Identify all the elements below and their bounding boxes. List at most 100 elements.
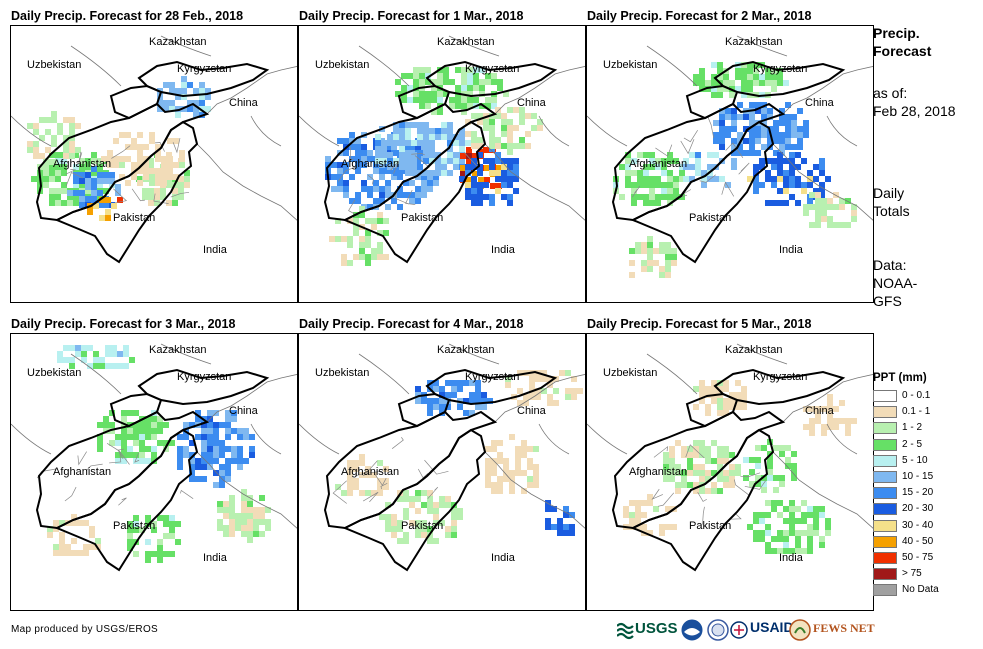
legend-swatch <box>873 438 897 451</box>
legend-label: 0 - 0.1 <box>902 390 931 401</box>
legend-swatch <box>873 390 897 402</box>
precip-field <box>27 76 211 221</box>
tajikistan-border <box>397 84 451 120</box>
kyrgyzstan-border <box>137 60 270 98</box>
precip-field <box>623 380 857 554</box>
map-label-china: China <box>229 405 258 417</box>
legend-swatch <box>873 422 897 435</box>
map-label-china: China <box>517 405 546 417</box>
legend-swatch <box>873 584 897 597</box>
map-label-kyrgyzstan: Kyrgyzstan <box>177 63 232 75</box>
map-label-pakistan: Pakistan <box>401 520 444 532</box>
usgs-logo-text: USGS <box>635 620 678 637</box>
tajikistan-border <box>685 84 739 120</box>
map-label-pakistan: Pakistan <box>689 520 732 532</box>
map-label-afghanistan: Afghanistan <box>629 158 688 170</box>
map-label-india: India <box>779 244 803 256</box>
map-label-afghanistan: Afghanistan <box>341 466 400 478</box>
kyrgyzstan-border <box>425 368 558 406</box>
legend-label: 15 - 20 <box>902 487 934 499</box>
map-canvas <box>587 35 873 278</box>
map-label-afghanistan: Afghanistan <box>341 158 400 170</box>
legend-label: 10 - 15 <box>902 471 934 482</box>
legend-label: 40 - 50 <box>902 535 934 547</box>
sidebar-data-line2: NOAA- <box>873 275 918 291</box>
tajikistan-border <box>109 392 163 428</box>
pakistan-border <box>54 428 199 572</box>
map-label-kazakhstan: Kazakhstan <box>437 344 495 356</box>
map-label-kazakhstan: Kazakhstan <box>149 344 207 356</box>
pakistan-border <box>342 428 487 572</box>
panel-title-6: Daily Precip. Forecast for 5 Mar., 2018 <box>587 317 812 331</box>
map-canvas <box>11 35 297 264</box>
map-label-kyrgyzstan: Kyrgyzstan <box>753 371 808 383</box>
sidebar-title: Precip. Forecast <box>873 24 931 60</box>
legend-label: 2 - 5 <box>902 438 923 450</box>
map-label-uzbekistan: Uzbekistan <box>27 59 82 71</box>
map-canvas <box>587 343 873 572</box>
panel-title-1: Daily Precip. Forecast for 28 Feb., 2018 <box>11 9 244 23</box>
usaid-logo: USAID <box>730 616 794 644</box>
map-label-uzbekistan: Uzbekistan <box>603 367 658 379</box>
legend-label: No Data <box>902 584 939 596</box>
fewsnet-logo: FEWS NET <box>789 616 875 644</box>
kyrgyzstan-border <box>713 368 846 406</box>
legend-label: 50 - 75 <box>902 552 934 563</box>
kyrgyzstan-border <box>425 60 558 98</box>
map-canvas <box>11 343 297 572</box>
forecast-map-mar5: Kazakhstan Uzbekistan Kyrgyzstan China Afgha… <box>586 333 874 611</box>
forecast-map-mar3: Kazakhstan Uzbekistan Kyrgyzstan China Afgha… <box>10 333 298 611</box>
panel-title-2: Daily Precip. Forecast for 1 Mar., 2018 <box>299 9 524 23</box>
tajikistan-border <box>109 84 163 120</box>
sidebar-data-line3: GFS <box>873 293 902 309</box>
map-label-kazakhstan: Kazakhstan <box>725 344 783 356</box>
legend-label: 0.1 - 1 <box>902 406 931 418</box>
map-label-uzbekistan: Uzbekistan <box>315 367 370 379</box>
tajikistan-border <box>685 392 739 428</box>
legend-swatch <box>873 454 897 467</box>
pakistan-border <box>630 428 775 572</box>
sidebar-title-line2: Forecast <box>873 43 932 59</box>
legend-swatch <box>873 487 897 500</box>
usaid-logo-text: USAID <box>750 619 794 635</box>
map-label-china: China <box>517 97 546 109</box>
pakistan-border <box>54 120 199 264</box>
kyrgyzstan-border <box>137 368 270 406</box>
logo-strip: USGS USAID FEWS NET <box>617 616 875 644</box>
map-label-china: China <box>229 97 258 109</box>
legend-label: 1 - 2 <box>902 422 923 434</box>
map-canvas <box>299 343 585 572</box>
map-label-afghanistan: Afghanistan <box>629 466 688 478</box>
legend-swatch <box>873 503 897 516</box>
map-label-uzbekistan: Uzbekistan <box>315 59 370 71</box>
legend-swatch <box>873 519 897 532</box>
forecast-map-feb28: Kazakhstan Uzbekistan Kyrgyzstan China Afgha… <box>10 25 298 303</box>
sidebar-asof-date: Feb 28, 2018 <box>873 103 956 119</box>
fewsnet-logo-text: FEWS NET <box>813 621 875 635</box>
map-label-india: India <box>203 552 227 564</box>
map-label-india: India <box>779 552 803 564</box>
map-label-china: China <box>805 405 834 417</box>
precip-field <box>613 62 857 278</box>
tajikistan-border <box>397 392 451 428</box>
map-label-kazakhstan: Kazakhstan <box>149 36 207 48</box>
map-label-kazakhstan: Kazakhstan <box>725 36 783 48</box>
legend-swatch <box>873 568 897 581</box>
map-label-india: India <box>203 244 227 256</box>
sidebar-data-source: Data: NOAA- GFS <box>873 256 917 310</box>
legend-label: 20 - 30 <box>902 503 934 515</box>
map-label-india: India <box>491 244 515 256</box>
panel-title-3: Daily Precip. Forecast for 2 Mar., 2018 <box>587 9 812 23</box>
map-credit: Map produced by USGS/EROS <box>11 624 159 635</box>
precip-field <box>47 345 271 563</box>
usgs-logo: USGS <box>617 616 679 644</box>
pakistan-border <box>630 120 775 264</box>
map-label-pakistan: Pakistan <box>689 212 732 224</box>
map-label-kyrgyzstan: Kyrgyzstan <box>465 371 520 383</box>
panel-title-5: Daily Precip. Forecast for 4 Mar., 2018 <box>299 317 524 331</box>
sidebar-asof: as of: Feb 28, 2018 <box>873 84 956 120</box>
map-label-afghanistan: Afghanistan <box>53 158 112 170</box>
legend-swatch <box>873 535 897 548</box>
sidebar-asof-label: as of: <box>873 85 908 101</box>
legend-label: 30 - 40 <box>902 519 934 531</box>
